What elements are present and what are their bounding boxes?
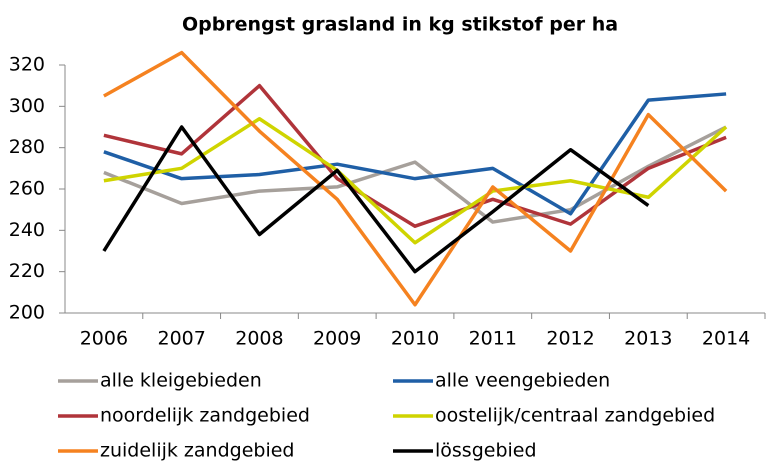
y-tick-label: 200 (9, 302, 45, 324)
x-tick-label: 2010 (391, 328, 439, 350)
y-tick-label: 280 (9, 136, 45, 158)
y-tick-label: 240 (9, 219, 45, 241)
legend-label: zuidelijk zandgebied (100, 440, 294, 462)
series-line (103, 83, 727, 228)
y-tick-label: 260 (9, 178, 45, 200)
x-tick-label: 2011 (469, 328, 517, 350)
y-tick-label: 300 (9, 95, 45, 117)
y-tick-label: 220 (9, 260, 45, 282)
x-tick-label: 2009 (313, 328, 361, 350)
legend-label: alle kleigebieden (100, 370, 262, 392)
series-line (103, 92, 727, 216)
legend-label: noordelijk zandgebied (100, 405, 310, 427)
x-tick-label: 2008 (235, 328, 283, 350)
plot-area (102, 50, 728, 307)
x-tick-label: 2013 (624, 328, 672, 350)
x-tick-label: 2014 (702, 328, 750, 350)
legend-label: oostelijk/centraal zandgebied (435, 405, 715, 427)
series-line (103, 116, 728, 245)
series-line (102, 125, 650, 274)
legend-label: alle veengebieden (435, 370, 610, 392)
x-tick-label: 2006 (80, 328, 128, 350)
series-line (103, 50, 728, 307)
y-tick-label: 320 (9, 54, 45, 76)
legend-label: lössgebied (435, 440, 537, 462)
chart-title: Opbrengst grasland in kg stikstof per ha (182, 14, 618, 36)
x-tick-label: 2012 (546, 328, 594, 350)
series-line (103, 125, 727, 224)
x-tick-label: 2007 (157, 328, 205, 350)
